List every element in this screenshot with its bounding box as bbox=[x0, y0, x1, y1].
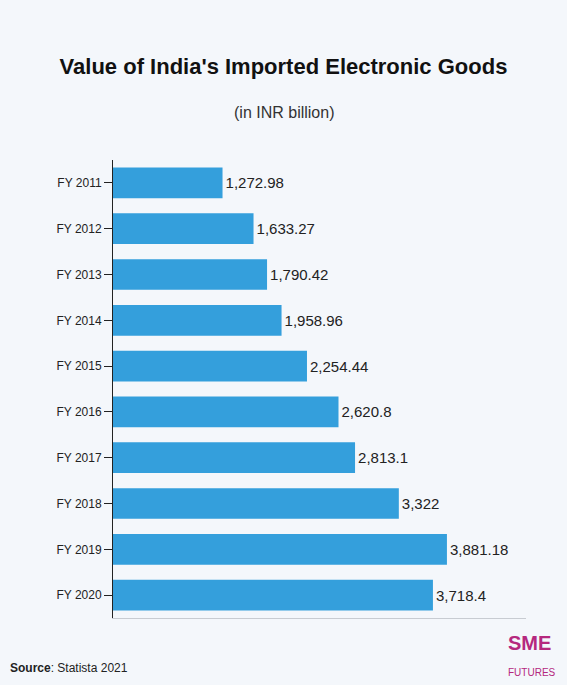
svg-text:Source: Statista 2021: Source: Statista 2021 bbox=[10, 661, 128, 675]
svg-text:3,322: 3,322 bbox=[402, 495, 440, 512]
svg-text:FY 2020: FY 2020 bbox=[56, 588, 101, 602]
svg-text:Value of India's Imported Elec: Value of India's Imported Electronic Goo… bbox=[60, 54, 508, 79]
svg-text:2,620.8: 2,620.8 bbox=[342, 403, 392, 420]
svg-text:FY 2013: FY 2013 bbox=[56, 268, 101, 282]
svg-text:2,254.44: 2,254.44 bbox=[310, 358, 368, 375]
svg-text:FY 2019: FY 2019 bbox=[56, 543, 101, 557]
svg-text:(in INR billion): (in INR billion) bbox=[234, 104, 334, 121]
svg-text:2,813.1: 2,813.1 bbox=[358, 449, 408, 466]
svg-text:1,633.27: 1,633.27 bbox=[257, 220, 315, 237]
svg-text:1,790.42: 1,790.42 bbox=[270, 266, 328, 283]
svg-text:3,718.4: 3,718.4 bbox=[436, 587, 486, 604]
svg-text:1,272.98: 1,272.98 bbox=[226, 174, 284, 191]
svg-text:1,958.96: 1,958.96 bbox=[285, 312, 343, 329]
svg-text:FY 2014: FY 2014 bbox=[56, 314, 101, 328]
svg-text:FY 2011: FY 2011 bbox=[57, 176, 102, 190]
svg-text:FY 2018: FY 2018 bbox=[56, 497, 101, 511]
svg-text:FY 2017: FY 2017 bbox=[56, 451, 101, 465]
svg-text:SMEFUTURES: SMEFUTURES bbox=[508, 632, 556, 678]
svg-text:3,881.18: 3,881.18 bbox=[450, 541, 508, 558]
svg-text:FY 2016: FY 2016 bbox=[56, 405, 101, 419]
svg-text:FY 2015: FY 2015 bbox=[56, 359, 101, 373]
svg-text:FY 2012: FY 2012 bbox=[56, 222, 101, 236]
